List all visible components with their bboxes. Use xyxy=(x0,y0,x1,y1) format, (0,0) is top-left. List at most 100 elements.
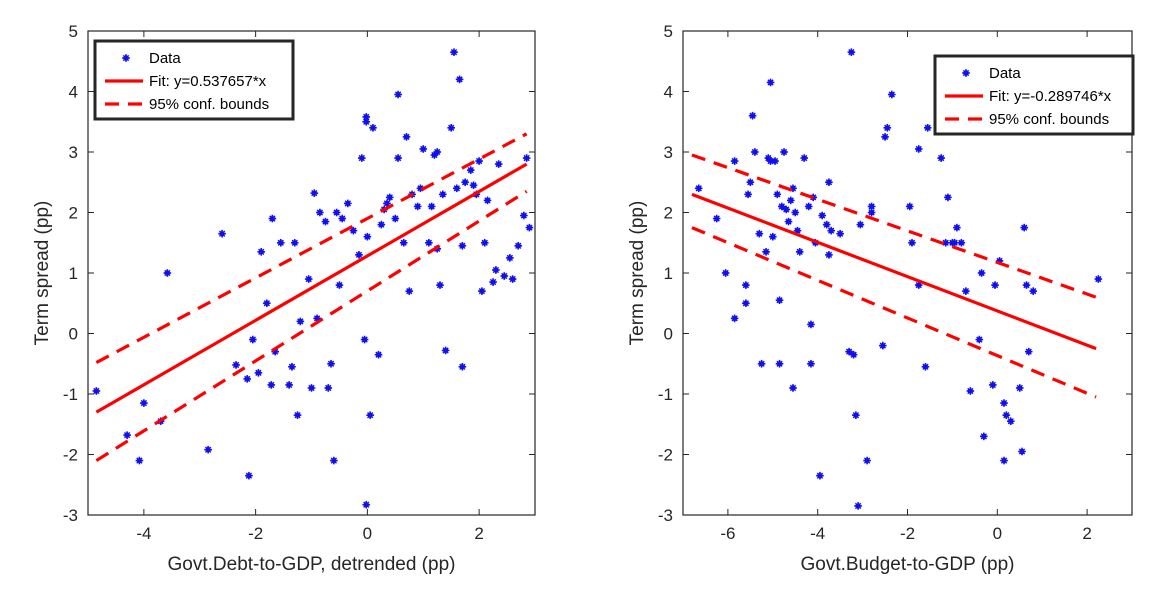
data-point xyxy=(296,317,305,326)
x-tick-label: -2 xyxy=(248,524,263,543)
x-tick-label: -6 xyxy=(720,524,735,543)
x-tick-label: -4 xyxy=(136,524,151,543)
data-point xyxy=(977,269,986,277)
data-point xyxy=(854,502,862,510)
data-point xyxy=(500,272,509,280)
data-point xyxy=(383,199,391,208)
data-point xyxy=(257,248,266,256)
data-point xyxy=(863,456,871,465)
data-point xyxy=(773,190,782,199)
data-point xyxy=(937,154,945,162)
data-point xyxy=(324,384,333,392)
data-point xyxy=(694,184,703,193)
data-point xyxy=(335,281,344,289)
data-point xyxy=(989,381,997,389)
data-point xyxy=(140,399,148,407)
data-point xyxy=(800,154,809,162)
data-point xyxy=(845,347,853,356)
data-point xyxy=(847,48,856,56)
y-tick-label: 1 xyxy=(664,264,673,283)
data-point xyxy=(905,202,914,211)
data-point xyxy=(782,205,791,214)
data-point xyxy=(427,202,436,211)
data-point xyxy=(254,369,263,377)
data-point xyxy=(360,335,369,344)
y-tick-label: -2 xyxy=(63,446,78,465)
y-axis-label: Term spread (pp) xyxy=(32,201,53,346)
y-tick-label: 5 xyxy=(664,22,673,41)
fit-line xyxy=(95,162,528,414)
data-point xyxy=(827,226,835,235)
data-point xyxy=(980,432,988,441)
conf-bound-lower xyxy=(691,226,1097,399)
data-point xyxy=(941,238,950,247)
data-point xyxy=(483,196,492,205)
data-point xyxy=(975,335,984,344)
data-point xyxy=(447,124,455,132)
x-axis-label: Govt.Debt-to-GDP, detrended (pp) xyxy=(168,554,456,575)
data-point xyxy=(332,208,341,217)
y-tick-label: 4 xyxy=(664,83,673,102)
data-point xyxy=(514,241,523,250)
data-point xyxy=(784,217,793,226)
data-point xyxy=(433,148,442,156)
data-layer xyxy=(92,48,534,509)
x-tick-label: 2 xyxy=(1082,524,1091,543)
data-point xyxy=(730,314,739,323)
data-point xyxy=(1002,411,1011,419)
data-point xyxy=(742,281,750,289)
data-point xyxy=(402,133,411,141)
data-point xyxy=(822,220,831,229)
data-point xyxy=(825,251,833,259)
x-tick-label: -2 xyxy=(900,524,915,543)
data-point xyxy=(452,184,461,193)
data-point xyxy=(879,341,887,350)
data-point xyxy=(908,238,916,247)
data-point xyxy=(394,90,402,99)
data-point xyxy=(327,359,335,368)
y-tick-label: 1 xyxy=(69,264,78,283)
data-point xyxy=(789,384,797,392)
data-point xyxy=(288,362,296,371)
data-point xyxy=(413,202,422,211)
data-point xyxy=(366,411,374,419)
data-point xyxy=(867,208,876,217)
legend-entry: Data xyxy=(149,50,181,67)
data-point xyxy=(466,166,475,174)
data-point xyxy=(818,211,826,220)
data-point xyxy=(775,296,784,305)
data-point xyxy=(807,359,815,368)
data-point xyxy=(439,190,447,199)
data-point xyxy=(419,145,428,153)
data-point xyxy=(290,238,299,247)
data-point xyxy=(267,381,276,389)
data-point xyxy=(804,202,813,211)
data-point xyxy=(712,214,721,223)
data-point xyxy=(1029,287,1038,295)
y-tick-label: 2 xyxy=(69,204,78,223)
y-tick-label: -3 xyxy=(63,506,78,525)
data-point xyxy=(338,214,347,223)
data-point xyxy=(355,251,363,259)
data-point xyxy=(1006,417,1015,426)
data-point xyxy=(304,275,313,283)
data-point xyxy=(520,211,528,220)
data-point xyxy=(991,281,999,289)
legend-entry: 95% conf. bounds xyxy=(149,96,269,113)
data-point xyxy=(249,335,257,344)
data-point xyxy=(391,214,400,223)
data-point xyxy=(816,471,824,480)
data-point xyxy=(757,359,766,368)
x-tick-label: -4 xyxy=(810,524,825,543)
data-point xyxy=(489,278,497,286)
data-point xyxy=(921,362,930,371)
x-tick-label: 2 xyxy=(474,524,483,543)
y-tick-label: -2 xyxy=(658,446,673,465)
y-tick-label: -3 xyxy=(658,506,673,525)
data-point xyxy=(385,193,394,202)
y-tick-label: 3 xyxy=(664,143,673,162)
conf-bound-lower xyxy=(95,189,528,462)
data-point xyxy=(478,287,486,295)
data-point xyxy=(399,238,408,247)
